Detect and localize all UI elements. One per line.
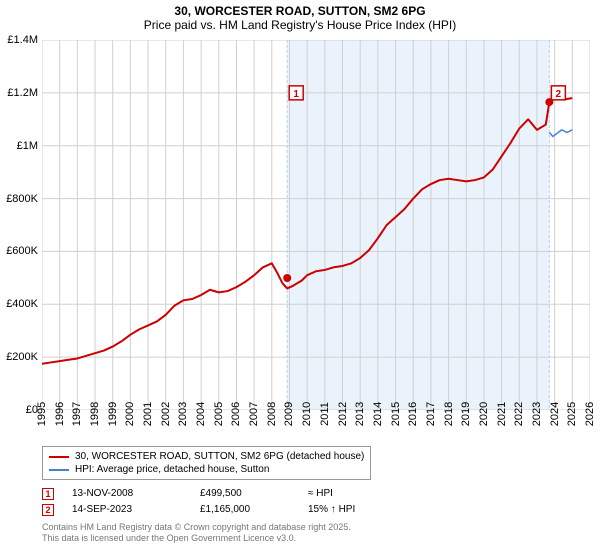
- legend-row: HPI: Average price, detached house, Sutt…: [49, 463, 364, 476]
- x-tick-label: 2021: [496, 402, 508, 426]
- x-tick-label: 2006: [230, 402, 242, 426]
- sale-date: 14-SEP-2023: [72, 502, 182, 518]
- sale-price: £499,500: [200, 486, 290, 502]
- legend-swatch: [49, 469, 69, 471]
- x-tick-label: 2016: [407, 402, 419, 426]
- footnote-line1: Contains HM Land Registry data © Crown c…: [42, 522, 590, 533]
- legend-label: 30, WORCESTER ROAD, SUTTON, SM2 6PG (det…: [75, 450, 364, 463]
- x-tick-label: 1998: [89, 402, 101, 426]
- legend-box: 30, WORCESTER ROAD, SUTTON, SM2 6PG (det…: [42, 446, 371, 480]
- footnote: Contains HM Land Registry data © Crown c…: [42, 522, 590, 545]
- y-tick-label: £400K: [6, 298, 38, 310]
- title-address: 30, WORCESTER ROAD, SUTTON, SM2 6PG: [0, 4, 600, 18]
- x-tick-label: 2004: [195, 402, 207, 426]
- x-tick-label: 2001: [142, 402, 154, 426]
- sale-delta: ≈ HPI: [308, 486, 398, 502]
- title-block: 30, WORCESTER ROAD, SUTTON, SM2 6PG Pric…: [0, 0, 600, 32]
- footnote-line2: This data is licensed under the Open Gov…: [42, 533, 590, 544]
- title-subtitle: Price paid vs. HM Land Registry's House …: [0, 18, 600, 32]
- chart-svg: 12: [42, 40, 590, 410]
- x-tick-label: 1996: [54, 402, 66, 426]
- below-chart: 30, WORCESTER ROAD, SUTTON, SM2 6PG (det…: [42, 446, 590, 545]
- legend-row: 30, WORCESTER ROAD, SUTTON, SM2 6PG (det…: [49, 450, 364, 463]
- x-tick-label: 2014: [372, 402, 384, 426]
- y-tick-label: £800K: [6, 193, 38, 205]
- x-tick-label: 2015: [390, 402, 402, 426]
- svg-text:1: 1: [293, 89, 299, 100]
- x-tick-label: 2007: [248, 402, 260, 426]
- x-tick-label: 1999: [107, 402, 119, 426]
- x-tick-label: 2024: [549, 402, 561, 426]
- x-tick-label: 2000: [124, 402, 136, 426]
- x-tick-label: 2025: [566, 402, 578, 426]
- x-tick-label: 2022: [513, 402, 525, 426]
- x-tick-label: 2005: [213, 402, 225, 426]
- svg-text:2: 2: [556, 89, 562, 100]
- x-tick-label: 2011: [319, 402, 331, 426]
- chart-area: 12 £0£200K£400K£600K£800K£1M£1.2M£1.4M19…: [42, 40, 590, 410]
- x-tick-label: 2012: [337, 402, 349, 426]
- sale-price: £1,165,000: [200, 502, 290, 518]
- sale-marker: 1: [42, 488, 54, 500]
- chart-container: 30, WORCESTER ROAD, SUTTON, SM2 6PG Pric…: [0, 0, 600, 560]
- x-tick-label: 1997: [71, 402, 83, 426]
- x-tick-label: 2010: [301, 402, 313, 426]
- x-tick-label: 2002: [160, 402, 172, 426]
- sale-date: 13-NOV-2008: [72, 486, 182, 502]
- x-tick-label: 2026: [584, 402, 596, 426]
- x-tick-label: 2013: [354, 402, 366, 426]
- sale-marker: 2: [42, 504, 54, 516]
- sale-row: 1 13-NOV-2008 £499,500 ≈ HPI: [42, 486, 590, 502]
- x-tick-label: 2017: [425, 402, 437, 426]
- x-tick-label: 2023: [531, 402, 543, 426]
- x-tick-label: 2018: [443, 402, 455, 426]
- x-tick-label: 2019: [460, 402, 472, 426]
- x-tick-label: 2020: [478, 402, 490, 426]
- sale-row: 2 14-SEP-2023 £1,165,000 15% ↑ HPI: [42, 502, 590, 518]
- legend-swatch: [49, 456, 69, 458]
- y-tick-label: £1.2M: [7, 87, 38, 99]
- x-tick-label: 2003: [177, 402, 189, 426]
- x-tick-label: 2009: [283, 402, 295, 426]
- x-tick-label: 1995: [36, 402, 48, 426]
- y-tick-label: £200K: [6, 351, 38, 363]
- sale-delta: 15% ↑ HPI: [308, 502, 398, 518]
- y-tick-label: £1M: [17, 140, 38, 152]
- y-tick-label: £1.4M: [7, 34, 38, 46]
- legend-label: HPI: Average price, detached house, Sutt…: [75, 463, 269, 476]
- sale-rows: 1 13-NOV-2008 £499,500 ≈ HPI 2 14-SEP-2023 £1,…: [42, 486, 590, 518]
- x-tick-label: 2008: [266, 402, 278, 426]
- y-tick-label: £600K: [6, 245, 38, 257]
